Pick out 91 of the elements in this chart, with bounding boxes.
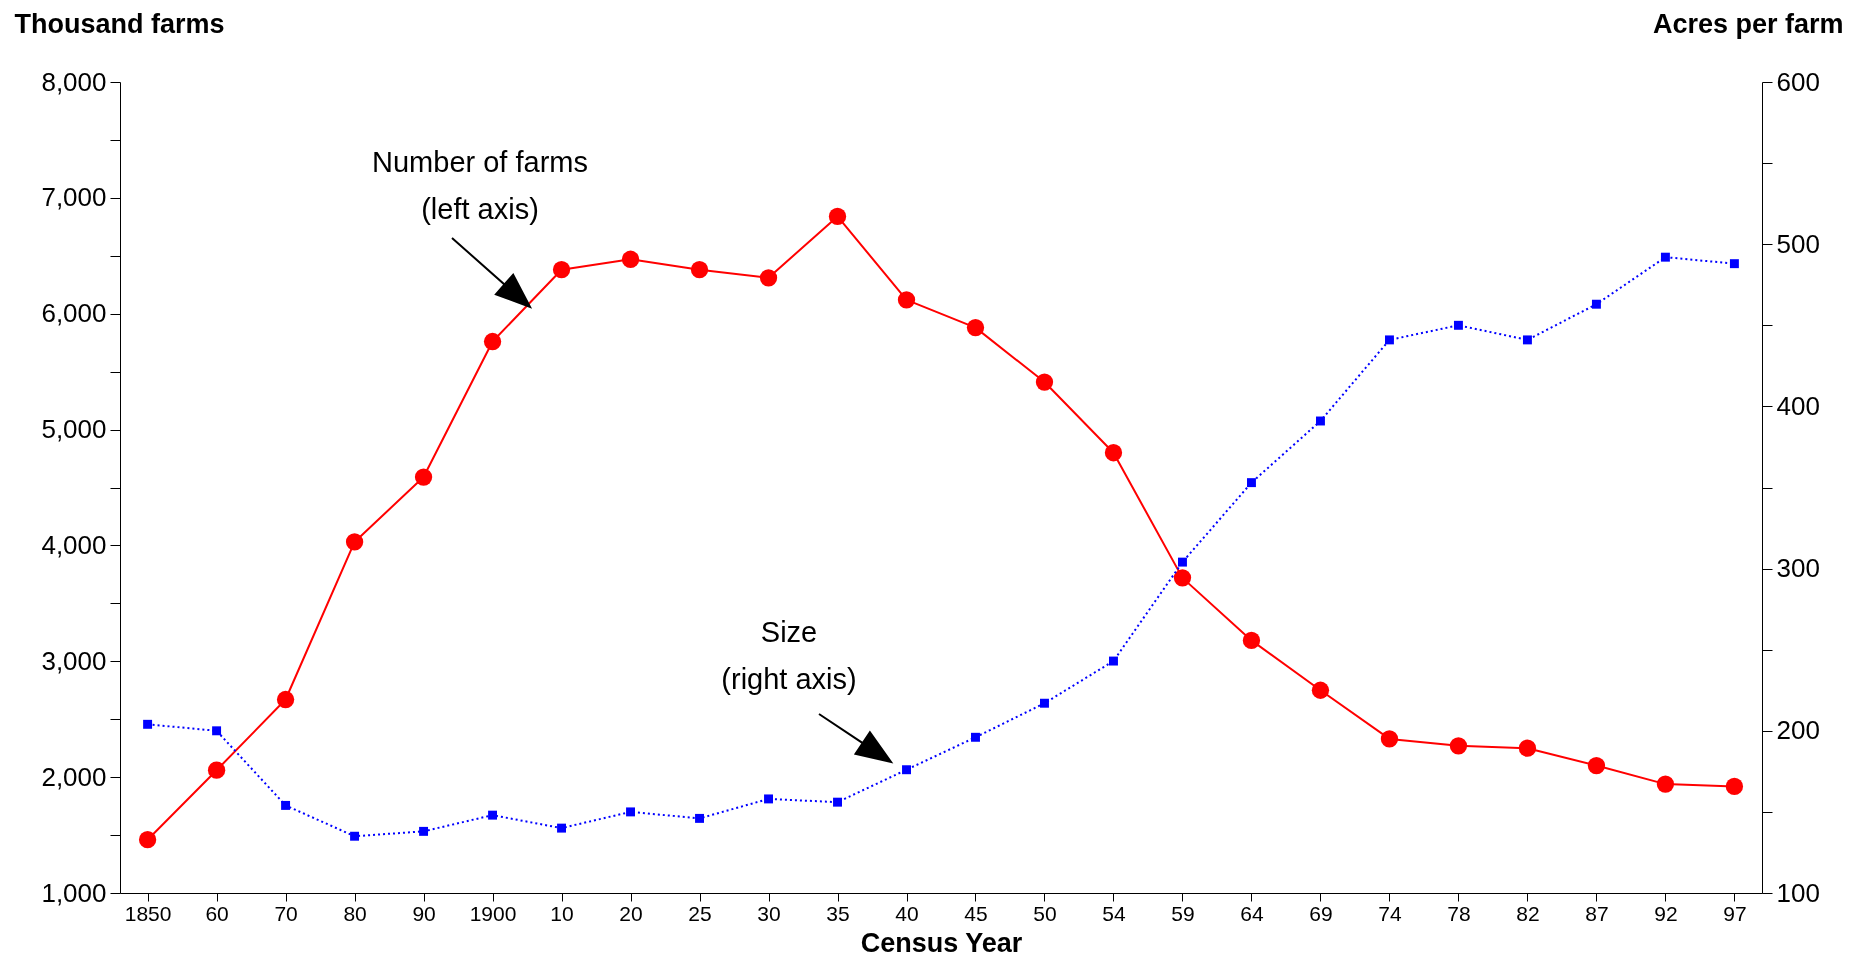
point [1518,739,1537,757]
x-tick-label: 97 [1723,901,1747,925]
y-tick-label: 4,000 [41,529,107,560]
point [557,823,567,833]
x-tick-label: 59 [1171,901,1195,925]
point [552,261,571,279]
y2-tick-label: 100 [1776,877,1820,908]
point [1178,557,1187,567]
point [419,826,429,836]
x-tick-label: 90 [412,901,436,925]
point [759,269,778,287]
point [1035,373,1054,391]
point [966,318,985,337]
x-tick-label: 1850 [124,901,172,925]
x-tick-label: 60 [205,901,229,925]
point [483,332,502,351]
x-tick-label: 1900 [469,901,517,925]
y2-axis-title: Acres per farm [1652,8,1844,39]
x-tick-label: 70 [274,901,298,925]
point [902,765,911,775]
point [828,207,847,226]
y2-tick-label: 300 [1776,553,1820,584]
y-tick-label: 8,000 [41,66,107,97]
x-tick-label: 92 [1654,901,1678,925]
y-tick-label: 1,000 [41,877,107,908]
point [276,690,295,709]
point [897,291,916,309]
point [414,468,433,486]
y2-tick-label: 600 [1776,66,1820,97]
point [695,813,704,823]
point [488,810,498,820]
point [1725,777,1744,796]
point [833,797,842,807]
point [1242,631,1261,650]
point [764,794,773,804]
point [138,831,157,849]
annotation: Number of farms (left axis) [372,146,588,225]
point [350,831,360,841]
point [143,719,153,729]
point [1729,259,1739,269]
y-tick-label: 5,000 [41,414,107,445]
point [1380,730,1399,748]
point [281,800,291,810]
point [1522,335,1532,345]
y-axis-title: Thousand farms [14,8,225,39]
point [626,807,636,817]
y2-tick-label: 200 [1776,715,1820,746]
y-tick-label: 7,000 [41,182,107,213]
point [1587,756,1606,775]
x-tick-label: 64 [1240,901,1264,925]
x-tick-label: 54 [1102,901,1126,925]
point [1591,299,1601,309]
point [621,250,640,268]
x-tick-label: 45 [964,901,988,925]
x-tick-label: 20 [619,901,643,925]
x-tick-label: 30 [757,901,781,925]
x-tick-label: 82 [1516,901,1540,925]
x-tick-label: 35 [826,901,850,925]
point [1040,698,1049,708]
point [1104,444,1123,462]
point [1246,478,1256,488]
point [1109,656,1118,666]
x-tick-label: 87 [1585,901,1609,925]
x-tick-label: 78 [1447,901,1471,925]
point [345,533,364,551]
x-tick-label: 40 [895,901,919,925]
x-tick-label: 69 [1309,901,1333,925]
point [971,732,980,742]
point [1311,681,1330,699]
point [1660,252,1670,262]
x-tick-label: 10 [550,901,574,925]
y-tick-label: 6,000 [41,298,107,329]
point [207,761,226,779]
point [1656,775,1675,793]
y-tick-label: 2,000 [41,761,107,792]
y2-tick-label: 500 [1776,228,1820,259]
point [212,726,222,736]
y2-tick-label: 400 [1776,390,1820,421]
point [1384,335,1394,345]
x-tick-label: 50 [1033,901,1057,925]
y-tick-label: 3,000 [41,645,107,676]
point [690,261,709,279]
point [1315,416,1325,426]
x-tick-label: 80 [343,901,367,925]
x-axis-title: Census Year [860,927,1023,958]
x-tick-label: 25 [688,901,712,925]
x-tick-label: 74 [1378,901,1402,925]
point [1449,737,1468,755]
annotation: Size (right axis) [721,616,857,695]
point [1453,320,1463,330]
point [1173,569,1192,587]
